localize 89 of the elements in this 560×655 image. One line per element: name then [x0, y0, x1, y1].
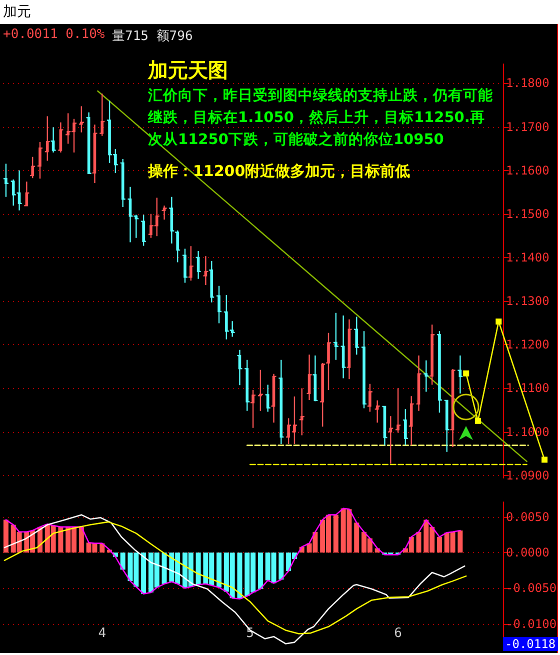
candlestick [208, 260, 215, 303]
bar [354, 522, 360, 553]
chart-title: 加元 [3, 3, 31, 21]
bar [416, 532, 422, 553]
y-tick-label: 0.0000 [506, 546, 550, 560]
annotation: 操作：11200附近做多加元，目标前低 [148, 162, 410, 181]
candlestick [3, 163, 10, 198]
y-tick-label: 1.1800 [506, 76, 550, 90]
candlestick [394, 388, 402, 434]
candlestick [388, 416, 394, 464]
candlestick [174, 230, 181, 263]
candlestick [244, 359, 250, 412]
candlestick [16, 170, 22, 212]
candlestick [236, 349, 243, 386]
candlestick [332, 312, 339, 360]
y-tick-label: 1.1500 [506, 206, 550, 221]
y-tick-label: 1.1300 [506, 294, 550, 308]
y-tick-label: 1.1700 [506, 120, 550, 134]
candlestick [319, 362, 326, 428]
candlestick [50, 126, 56, 154]
candlestick [374, 400, 380, 424]
line-series [5, 508, 461, 600]
candlestick [402, 408, 409, 446]
candlestick [99, 93, 106, 137]
candlestick [202, 256, 209, 286]
y-tick-label: -0.0100 [506, 616, 557, 631]
x-tick-label: 6 [394, 626, 402, 641]
candlestick [354, 316, 360, 356]
candlestick [428, 324, 436, 386]
bar [258, 552, 263, 589]
candlestick [298, 388, 305, 436]
candlestick [44, 116, 50, 162]
candlestick [188, 246, 194, 282]
y-tick-label: -0.0050 [506, 581, 557, 596]
candlestick [264, 384, 271, 412]
candlestick [29, 156, 36, 179]
annotation: -0.0118 [503, 637, 558, 651]
candlestick [291, 396, 298, 445]
bar [216, 552, 222, 588]
y-tick-label: 1.0900 [506, 468, 550, 482]
candlestick [416, 354, 422, 412]
candlestick [285, 418, 292, 445]
candlestick [250, 389, 256, 428]
candlestick [366, 383, 374, 412]
y-tick-label: 1.1200 [506, 338, 550, 352]
bar [333, 514, 338, 553]
y-tick-label: 1.1600 [506, 163, 550, 178]
bar [3, 520, 8, 553]
candlestick [257, 369, 264, 412]
bar [458, 530, 463, 553]
candlestick [457, 354, 464, 394]
candlestick [78, 106, 85, 134]
candlestick [182, 248, 188, 284]
bar [141, 552, 146, 594]
x-tick-label: 4 [98, 626, 106, 641]
bar [196, 552, 201, 585]
y-tick-label: 0.0050 [506, 510, 550, 524]
annotation: 加元天图 [148, 57, 228, 84]
bar [278, 552, 284, 580]
candlestick [306, 354, 312, 401]
y-tick-label: 1.1400 [506, 250, 550, 264]
bar [237, 552, 242, 599]
candlestick [140, 214, 147, 246]
text: +0.0011 0.10% [3, 27, 105, 42]
candlestick [10, 178, 16, 206]
candlestick [325, 332, 332, 391]
text: 量715 额796 [112, 28, 193, 45]
bar [120, 552, 126, 570]
bar [436, 536, 442, 553]
candlestick [423, 360, 430, 392]
point [474, 418, 481, 424]
candlestick [168, 196, 175, 244]
candlestick [270, 373, 277, 424]
candlestick [436, 330, 443, 414]
candlestick [216, 285, 222, 324]
point [463, 370, 470, 376]
candlestick [36, 141, 44, 180]
candlestick [312, 354, 318, 402]
bar [78, 526, 84, 553]
candlestick [340, 314, 346, 379]
point [542, 456, 548, 463]
candlestick [360, 330, 368, 409]
candlestick [408, 395, 414, 446]
bar [58, 526, 64, 553]
point [496, 318, 502, 325]
candlestick [195, 250, 202, 280]
candlestick [444, 399, 450, 452]
candlestick [24, 181, 30, 207]
candlestick [161, 205, 168, 220]
